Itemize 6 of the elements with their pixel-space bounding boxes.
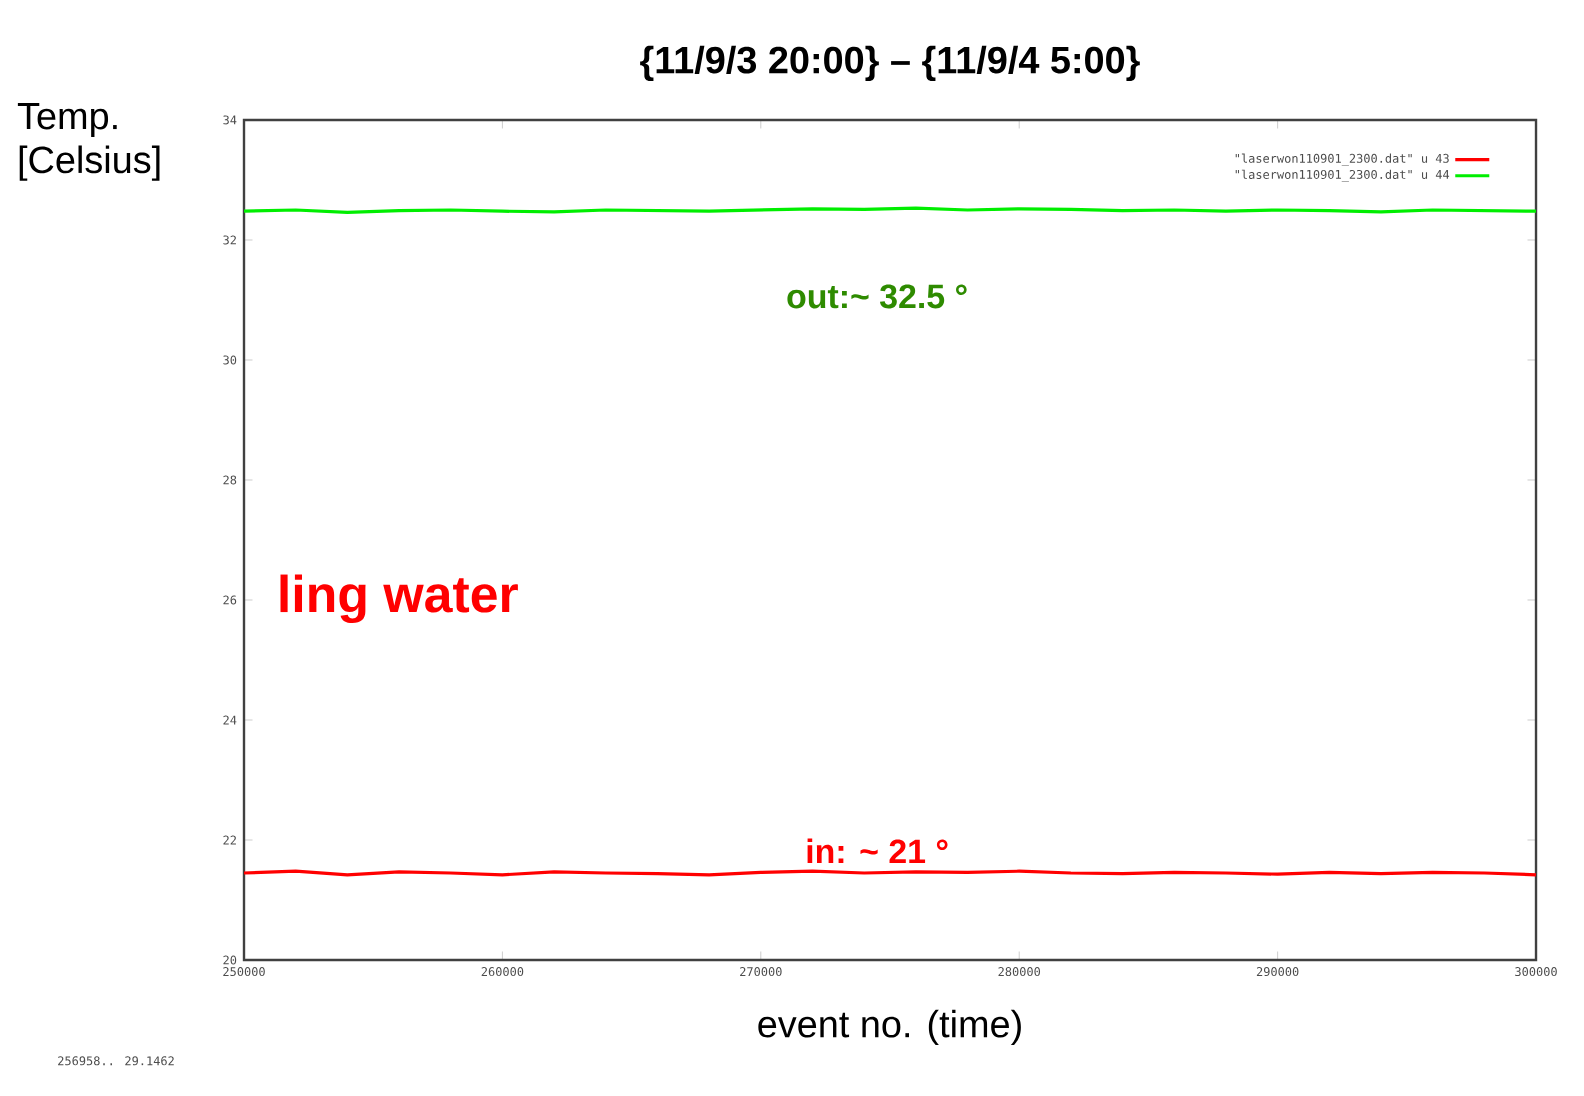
annotation: in: ~ 21 ° [807, 838, 948, 864]
annotation: out:~ 32.5 ° [787, 284, 967, 309]
y-axis-title: Temp. [Celsius] [17, 103, 160, 181]
annotation: ling water [280, 574, 518, 624]
x-axis-title: event no. (time) [758, 1009, 1021, 1046]
chart-title: {11/9/3 20:00} – {11/9/4 5:00} [640, 45, 1140, 81]
